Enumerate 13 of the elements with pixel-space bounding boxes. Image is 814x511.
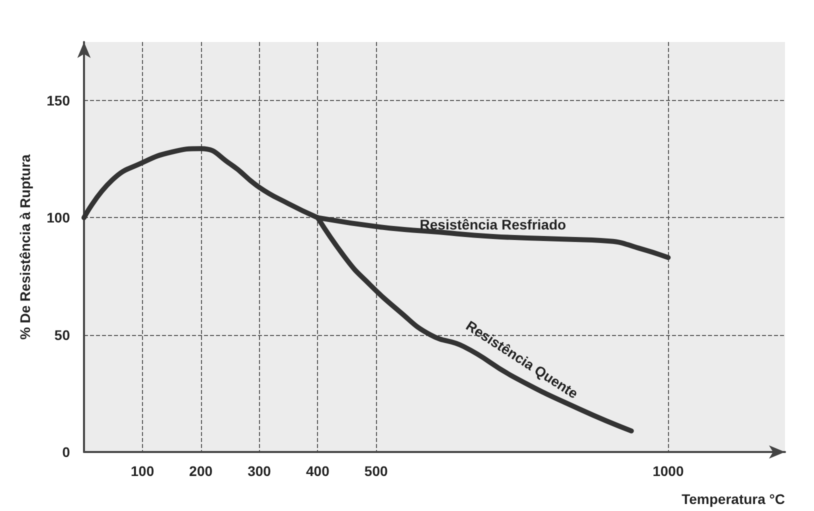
y-tick-label: 100 [46,210,70,226]
series-label: Resistência Resfriado [420,216,566,232]
x-tick-label: 500 [364,463,388,479]
x-tick-label: 1000 [652,463,684,479]
x-tick-label: 200 [189,463,213,479]
y-axis-title: % De Resistência à Ruptura [17,154,33,340]
y-tick-label: 50 [54,326,70,343]
x-tick-label: 100 [130,463,154,479]
y-tick-label: 150 [46,92,70,109]
x-axis-title: Temperatura °C [682,491,785,507]
y-tick-label: 0 [62,444,70,460]
x-tick-label: 400 [306,463,330,479]
x-tick-label: 300 [248,463,272,479]
